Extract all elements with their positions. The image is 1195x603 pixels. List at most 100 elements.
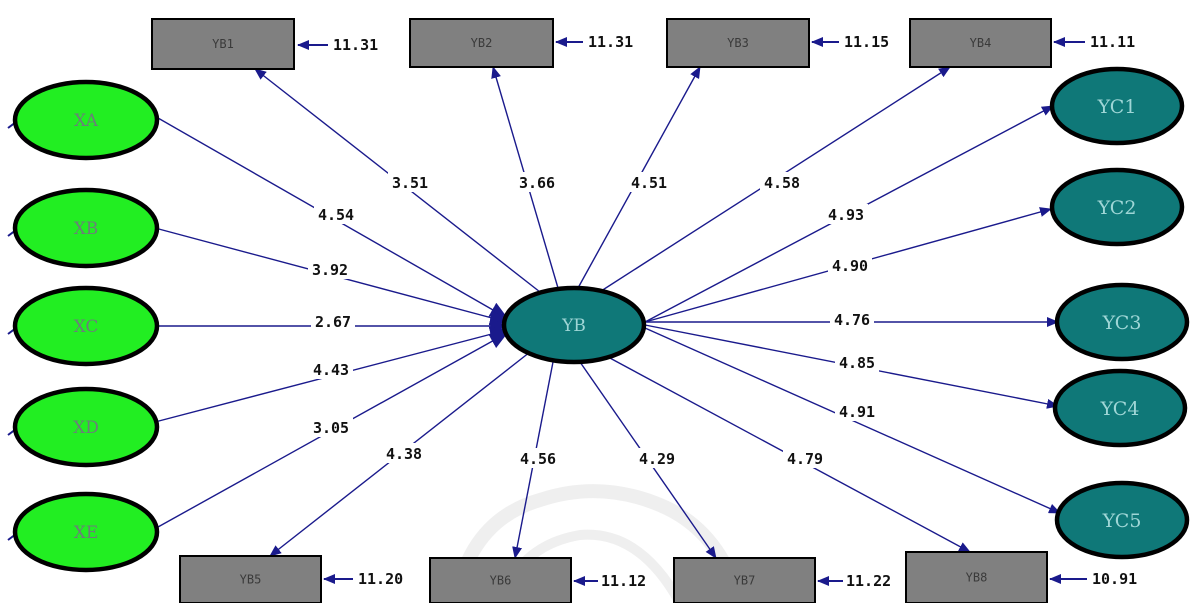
coef-xd-yb: 4.43 xyxy=(313,361,349,379)
box-yb2 xyxy=(409,18,554,68)
coef-yb-yb7-bg xyxy=(635,448,679,468)
node-yc4: YC4 xyxy=(1052,368,1188,448)
ellipse-yc5 xyxy=(1054,480,1190,560)
coef-yb-yc1: 4.93 xyxy=(828,206,864,224)
node-label-yb: YB xyxy=(561,316,586,336)
box-yb8 xyxy=(905,551,1048,603)
node-xd: XD xyxy=(7,386,160,468)
node-label-yc1: YC1 xyxy=(1097,96,1137,118)
ellipse-xa xyxy=(12,79,160,161)
ellipse-yc1 xyxy=(1049,66,1185,146)
error-variance-yb6: 11.12 xyxy=(601,572,646,590)
node-label-xc: XC xyxy=(74,317,99,337)
coef-xe-yb: 3.05 xyxy=(313,419,349,437)
node-yb3: YB3 xyxy=(666,18,810,68)
node-yc3: YC3 xyxy=(1054,282,1190,362)
coef-yb-yb4-bg xyxy=(760,172,804,192)
node-yb8: YB8 xyxy=(905,551,1048,603)
coef-xc-yb-bg xyxy=(311,311,355,331)
coef-xe-yb-bg xyxy=(309,417,353,437)
coef-xa-yb: 4.54 xyxy=(318,206,354,224)
box-label-yb1: YB1 xyxy=(212,37,234,51)
node-yb5: YB5 xyxy=(179,555,322,603)
coef-xb-yb: 3.92 xyxy=(312,261,348,279)
coef-yb-yb2: 3.66 xyxy=(519,174,555,192)
box-yb1 xyxy=(151,18,295,70)
coef-yb-yb5: 4.38 xyxy=(386,445,422,463)
coef-yb-yc5-bg xyxy=(835,401,879,421)
node-yb7: YB7 xyxy=(673,557,816,603)
coef-xa-yb-bg xyxy=(314,204,358,224)
coef-yb-yb8-bg xyxy=(783,448,827,468)
ellipse-yc2 xyxy=(1049,167,1185,247)
coef-yb-yb3: 4.51 xyxy=(631,174,667,192)
coef-yb-yc2: 4.90 xyxy=(832,257,868,275)
node-yc1: YC1 xyxy=(1049,66,1185,146)
coef-yb-yb1-bg xyxy=(388,172,432,192)
box-yb6 xyxy=(429,557,572,603)
box-label-yb4: YB4 xyxy=(970,36,992,50)
node-yc5: YC5 xyxy=(1054,480,1190,560)
box-yb7 xyxy=(673,557,816,603)
ellipse-yb xyxy=(501,285,647,365)
node-yb6: YB6 xyxy=(429,557,572,603)
node-label-yc3: YC3 xyxy=(1102,312,1142,334)
box-label-yb7: YB7 xyxy=(734,574,756,588)
coef-yb-yb7: 4.29 xyxy=(639,450,675,468)
coefficient-labels: 4.54 3.92 2.67 4.43 3.05 4.93 4.90 4.76 4.85 4.91… xyxy=(308,172,879,468)
node-xa: XA xyxy=(7,79,160,161)
coef-xc-yb: 2.67 xyxy=(315,313,351,331)
ellipse-xc xyxy=(12,285,160,367)
box-yb5 xyxy=(179,555,322,603)
ellipse-xb xyxy=(12,187,160,269)
node-yc2: YC2 xyxy=(1049,167,1185,247)
coef-xb-yb-bg xyxy=(308,259,352,279)
node-xe: XE xyxy=(7,491,160,573)
coef-yb-yb5-bg xyxy=(382,443,426,463)
box-label-yb3: YB3 xyxy=(727,36,749,50)
ellipse-xe xyxy=(12,491,160,573)
coef-yb-yb3-bg xyxy=(627,172,671,192)
error-variance-yb1: 11.31 xyxy=(333,36,378,54)
box-label-yb8: YB8 xyxy=(966,571,988,585)
coef-yb-yb1: 3.51 xyxy=(392,174,428,192)
coef-yb-yb6-bg xyxy=(516,448,560,468)
node-label-xb: XB xyxy=(74,219,99,239)
error-variance-yb5: 11.20 xyxy=(358,570,403,588)
node-yb4: YB4 xyxy=(909,18,1052,68)
coef-xd-yb-bg xyxy=(309,359,353,379)
box-label-yb2: YB2 xyxy=(471,36,493,50)
coef-yb-yc3: 4.76 xyxy=(834,311,870,329)
node-label-xe: XE xyxy=(74,523,99,543)
node-label-yc4: YC4 xyxy=(1100,398,1140,420)
coef-yb-yb6: 4.56 xyxy=(520,450,556,468)
coef-yb-yc5: 4.91 xyxy=(839,403,875,421)
node-xc: XC xyxy=(7,285,160,367)
node-label-xa: XA xyxy=(74,111,98,131)
box-yb4 xyxy=(909,18,1052,68)
node-xb: XB xyxy=(7,187,160,269)
ellipse-yc3 xyxy=(1054,282,1190,362)
node-label-xd: XD xyxy=(73,418,99,438)
error-variance-yb8: 10.91 xyxy=(1092,570,1137,588)
coef-yb-yb2-bg xyxy=(515,172,559,192)
error-variance-yb2: 11.31 xyxy=(588,33,633,51)
node-yb2: YB2 xyxy=(409,18,554,68)
error-arrows: 11.31 11.31 11.15 11.11 11.20 11.12 11.22 10.91 xyxy=(297,33,1137,590)
coef-yb-yc3-bg xyxy=(830,309,874,329)
node-yb1: YB1 xyxy=(151,18,295,70)
box-label-yb5: YB5 xyxy=(240,573,262,587)
error-variance-yb4: 11.11 xyxy=(1090,33,1135,51)
coef-yb-yb8: 4.79 xyxy=(787,450,823,468)
box-label-yb6: YB6 xyxy=(490,574,512,588)
path-nodes: XA XB XC XD XE YC1 YC2 YC3 YC4 YC5 YB YB1 YB2 YB3 YB4 Y… xyxy=(7,18,1190,603)
error-variance-yb7: 11.22 xyxy=(846,572,891,590)
error-variance-yb3: 11.15 xyxy=(844,33,889,51)
node-yb: YB xyxy=(501,285,647,365)
ellipse-yc4 xyxy=(1052,368,1188,448)
coef-yb-yc4-bg xyxy=(835,352,879,372)
coef-yb-yc4: 4.85 xyxy=(839,354,875,372)
node-label-yc2: YC2 xyxy=(1097,197,1137,219)
box-yb3 xyxy=(666,18,810,68)
